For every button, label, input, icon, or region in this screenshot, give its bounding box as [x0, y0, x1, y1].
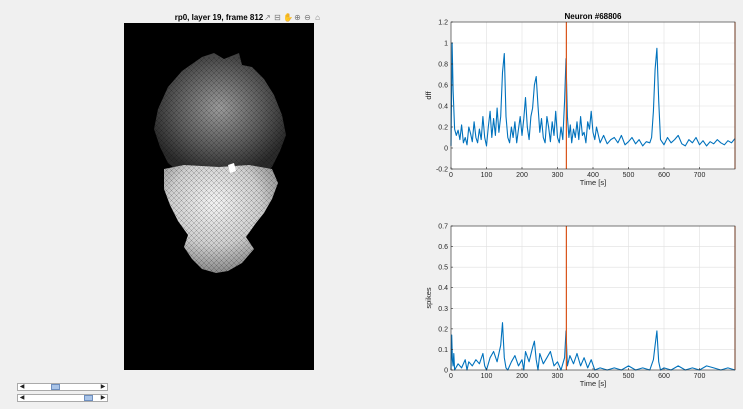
- series-line: [450, 42, 736, 147]
- zoom-out-icon[interactable]: ⊖: [304, 13, 311, 22]
- zoom-in-icon[interactable]: ⊕: [294, 13, 301, 22]
- frame-slider-thumb[interactable]: [84, 395, 94, 401]
- x-tick-label: 200: [516, 373, 528, 380]
- y-tick-label: 0.1: [438, 347, 448, 354]
- y-tick-label: 1.2: [438, 20, 448, 27]
- x-tick-label: 600: [658, 373, 670, 380]
- y-axis-label: spikes: [424, 287, 433, 309]
- image-title: rp0, layer 19, frame 812: [174, 13, 264, 22]
- brain-image: [154, 53, 286, 273]
- pan-icon[interactable]: ↗: [264, 13, 271, 22]
- y-tick-label: 1: [444, 41, 448, 48]
- slider-right-arrow-icon[interactable]: ▶: [100, 384, 106, 390]
- y-tick-label: 0.4: [438, 285, 448, 292]
- y-tick-label: 0.6: [438, 244, 448, 251]
- y-tick-label: 0.6: [438, 83, 448, 90]
- y-tick-label: 0.8: [438, 62, 448, 69]
- y-tick-label: 0.4: [438, 104, 448, 111]
- zoom-box-icon[interactable]: ⊟: [274, 13, 281, 22]
- x-axis-label: Time [s]: [580, 379, 606, 388]
- x-axis-label: Time [s]: [580, 178, 606, 187]
- hand-icon[interactable]: ✋: [283, 13, 293, 22]
- chart-2[interactable]: 0 100 200 300 400 500 600 700 0 0.1 0.2 0.3 0.4 0.5 0.…: [424, 224, 736, 389]
- y-tick-label: 0.3: [438, 306, 448, 313]
- frame-slider[interactable]: ◀ ▶: [17, 394, 108, 402]
- x-tick-label: 700: [694, 172, 706, 179]
- x-tick-label: 600: [658, 172, 670, 179]
- x-tick-label: 100: [481, 172, 493, 179]
- slider-left-arrow-icon[interactable]: ◀: [19, 384, 25, 390]
- series-line: [450, 322, 736, 371]
- y-tick-label: 0.7: [438, 224, 448, 231]
- x-tick-label: 500: [623, 172, 635, 179]
- layer-slider-thumb[interactable]: [51, 384, 61, 390]
- x-tick-label: 0: [449, 373, 453, 380]
- slider-right-arrow-icon[interactable]: ▶: [100, 395, 106, 401]
- y-tick-label: 0: [444, 146, 448, 153]
- x-tick-label: 400: [587, 373, 599, 380]
- y-tick-label: 0: [444, 368, 448, 375]
- brain-image-panel[interactable]: [124, 23, 314, 370]
- x-tick-label: 0: [449, 172, 453, 179]
- x-tick-label: 500: [623, 373, 635, 380]
- x-tick-label: 300: [552, 172, 564, 179]
- x-tick-label: 400: [587, 172, 599, 179]
- chart-title: Neuron #68806: [565, 12, 622, 21]
- y-tick-label: 0.5: [438, 265, 448, 272]
- y-axis-label: dff: [424, 90, 433, 99]
- home-icon[interactable]: ⌂: [315, 13, 320, 22]
- x-tick-label: 100: [481, 373, 493, 380]
- slider-left-arrow-icon[interactable]: ◀: [19, 395, 25, 401]
- y-tick-label: 0.2: [438, 125, 448, 132]
- layer-slider[interactable]: ◀ ▶: [17, 383, 108, 391]
- x-tick-label: 700: [694, 373, 706, 380]
- bright-spot: [228, 163, 236, 173]
- y-tick-label: 0.2: [438, 326, 448, 333]
- x-tick-label: 300: [552, 373, 564, 380]
- chart-1[interactable]: 0 100 200 300 400 500 600 700-0.200.20.40.60.81…: [424, 12, 736, 187]
- axes-toolbar: ↗ ⊟ ✋ ⊕ ⊖ ⌂: [263, 13, 322, 23]
- y-tick-label: -0.2: [436, 167, 448, 174]
- x-tick-label: 200: [516, 172, 528, 179]
